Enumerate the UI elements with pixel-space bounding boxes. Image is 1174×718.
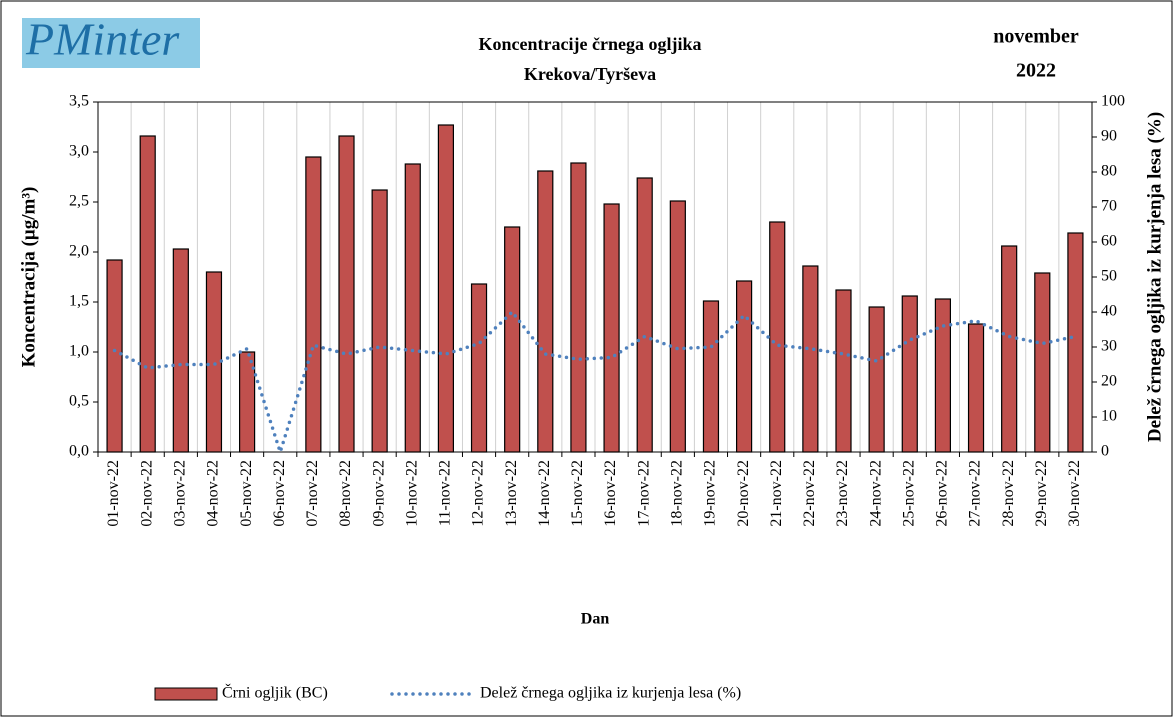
x-tick-label: 02-nov-22	[138, 460, 155, 527]
bar	[570, 162, 587, 453]
bar	[537, 170, 554, 453]
bar	[934, 298, 952, 453]
x-tick-label: 19-nov-22	[702, 460, 719, 527]
logo-box	[22, 18, 200, 68]
bar	[172, 248, 189, 453]
y2-tick-label: 40	[1101, 303, 1117, 320]
bar	[504, 226, 521, 453]
bar	[305, 156, 322, 453]
y2-tick-label: 0	[1101, 443, 1109, 460]
bar	[967, 323, 985, 453]
x-axis-label: Dan	[581, 611, 610, 628]
x-tick-label: 28-nov-22	[1000, 460, 1017, 527]
x-tick-label: 25-nov-22	[900, 460, 917, 527]
x-tick-label: 04-nov-22	[205, 460, 222, 527]
period-year: 2022	[1016, 60, 1056, 82]
bar	[835, 289, 852, 453]
x-tick-label: 10-nov-22	[403, 460, 420, 527]
x-tick-label: 01-nov-22	[105, 460, 122, 527]
x-tick-label: 08-nov-22	[337, 460, 354, 527]
legend-label: Črni ogljik (BC)	[222, 683, 328, 702]
x-tick-label: 24-nov-22	[867, 460, 884, 527]
bar	[636, 177, 653, 453]
y2-tick-label: 80	[1101, 163, 1117, 180]
x-tick-label: 26-nov-22	[934, 460, 951, 527]
bar	[669, 200, 686, 453]
bar	[702, 300, 720, 453]
bar	[139, 135, 156, 453]
bar	[802, 265, 819, 453]
legend-label: Delež črnega ogljika iz kurjenja lesa (%…	[480, 685, 741, 702]
x-tick-label: 16-nov-22	[602, 460, 619, 527]
logo: PMinter	[25, 14, 180, 65]
y2-tick-label: 60	[1101, 233, 1117, 250]
bar	[1067, 232, 1084, 453]
bar	[437, 124, 454, 453]
y-tick-label: 1,5	[69, 293, 89, 310]
x-tick-label: 11-nov-22	[437, 460, 454, 526]
bar	[470, 283, 488, 453]
y2-tick-label: 30	[1101, 338, 1117, 355]
x-tick-label: 15-nov-22	[569, 460, 586, 527]
y-tick-label: 2,0	[69, 243, 89, 260]
bar	[205, 271, 223, 453]
y2-tick-label: 90	[1101, 128, 1117, 145]
chart-title: Koncentracije črnega ogljika	[479, 34, 702, 54]
bar	[735, 280, 753, 453]
y-tick-label: 3,0	[69, 143, 89, 160]
plot-border	[97, 101, 1093, 453]
x-tick-label: 29-nov-22	[1033, 460, 1050, 527]
x-tick-label: 07-nov-22	[304, 460, 321, 527]
bar	[901, 295, 918, 453]
x-tick-label: 20-nov-22	[735, 460, 752, 527]
y2-tick-label: 10	[1101, 408, 1117, 425]
bar	[868, 306, 885, 453]
y-axis-label: Koncentracija (µg/m³)	[18, 187, 39, 368]
x-tick-label: 21-nov-22	[768, 460, 785, 527]
y-tick-label: 0,5	[69, 393, 89, 410]
y2-tick-label: 20	[1101, 373, 1117, 390]
x-tick-label: 03-nov-22	[172, 460, 189, 527]
x-tick-label: 05-nov-22	[238, 460, 255, 527]
bar	[371, 189, 388, 453]
y-tick-label: 2,5	[69, 193, 89, 210]
x-tick-label: 13-nov-22	[503, 460, 520, 527]
x-tick-label: 17-nov-22	[635, 460, 652, 527]
bar	[404, 163, 421, 453]
x-tick-label: 14-nov-22	[536, 460, 553, 527]
x-tick-label: 09-nov-22	[370, 460, 387, 527]
bar	[769, 221, 786, 453]
x-tick-label: 27-nov-22	[967, 460, 984, 527]
y2-tick-label: 100	[1101, 93, 1125, 110]
period-month: november	[993, 26, 1079, 48]
y2-axis-label: Delež črnega ogljika iz kurjenja lesa (%…	[1144, 112, 1165, 442]
chart-subtitle: Krekova/Tyrševa	[524, 64, 656, 84]
x-tick-label: 12-nov-22	[470, 460, 487, 527]
x-tick-label: 30-nov-22	[1066, 460, 1083, 527]
bar	[1001, 245, 1018, 453]
y2-tick-label: 50	[1101, 268, 1117, 285]
bar	[1034, 272, 1051, 453]
legend-swatch	[154, 687, 218, 701]
y2-tick-label: 70	[1101, 198, 1117, 215]
x-tick-label: 23-nov-22	[834, 460, 851, 527]
bar	[106, 259, 123, 453]
y-tick-label: 1,0	[69, 343, 89, 360]
x-tick-label: 22-nov-22	[801, 460, 818, 527]
y-tick-label: 0,0	[69, 443, 89, 460]
line	[112, 309, 1078, 458]
x-tick-label: 06-nov-22	[271, 460, 288, 527]
bar	[603, 203, 620, 453]
y-tick-label: 3,5	[69, 93, 89, 110]
bar	[338, 135, 355, 453]
x-tick-label: 18-nov-22	[669, 460, 686, 527]
